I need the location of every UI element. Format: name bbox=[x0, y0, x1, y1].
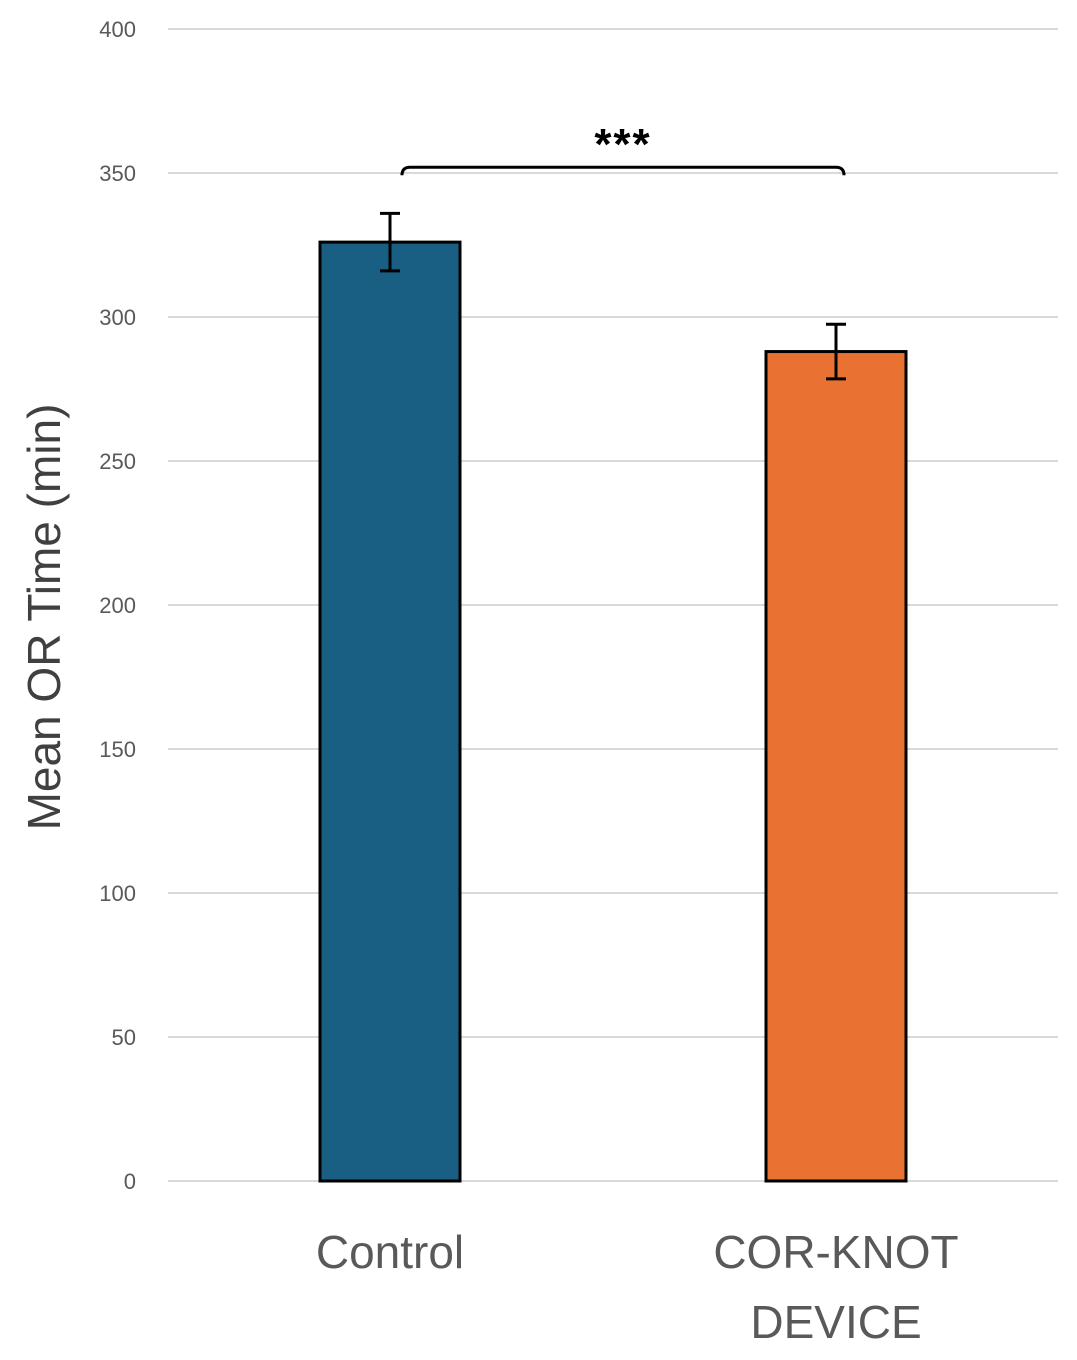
x-tick-label: Control bbox=[316, 1226, 464, 1278]
bar bbox=[318, 240, 462, 1183]
error-bars bbox=[380, 211, 846, 381]
x-tick-label-line: DEVICE bbox=[750, 1296, 921, 1348]
gridlines bbox=[168, 28, 1058, 1182]
y-tick-label: 400 bbox=[99, 17, 136, 42]
significance-label: *** bbox=[594, 120, 651, 169]
bars bbox=[318, 240, 908, 1183]
y-tick-label: 300 bbox=[99, 305, 136, 330]
y-tick-label: 200 bbox=[99, 593, 136, 618]
significance-annotation: *** bbox=[400, 120, 846, 176]
x-tick-label-line: Control bbox=[316, 1226, 464, 1278]
y-tick-label: 150 bbox=[99, 737, 136, 762]
x-axis-ticks: Control COR-KNOT DEVICE bbox=[316, 1226, 959, 1348]
y-tick-label: 350 bbox=[99, 161, 136, 186]
y-tick-label: 100 bbox=[99, 881, 136, 906]
y-tick-label: 0 bbox=[124, 1169, 136, 1194]
x-tick-label: COR-KNOT DEVICE bbox=[713, 1226, 958, 1348]
bar bbox=[764, 350, 908, 1183]
y-tick-label: 250 bbox=[99, 449, 136, 474]
significance-bracket bbox=[400, 165, 846, 176]
error-bar bbox=[380, 211, 400, 273]
x-tick-label-line: COR-KNOT bbox=[713, 1226, 958, 1278]
y-axis-ticks: 0 50 100 150 200 250 300 350 400 bbox=[99, 17, 136, 1194]
y-tick-label: 50 bbox=[112, 1025, 136, 1050]
y-axis-title: Mean OR Time (min) bbox=[18, 404, 70, 831]
error-bar bbox=[826, 322, 846, 381]
